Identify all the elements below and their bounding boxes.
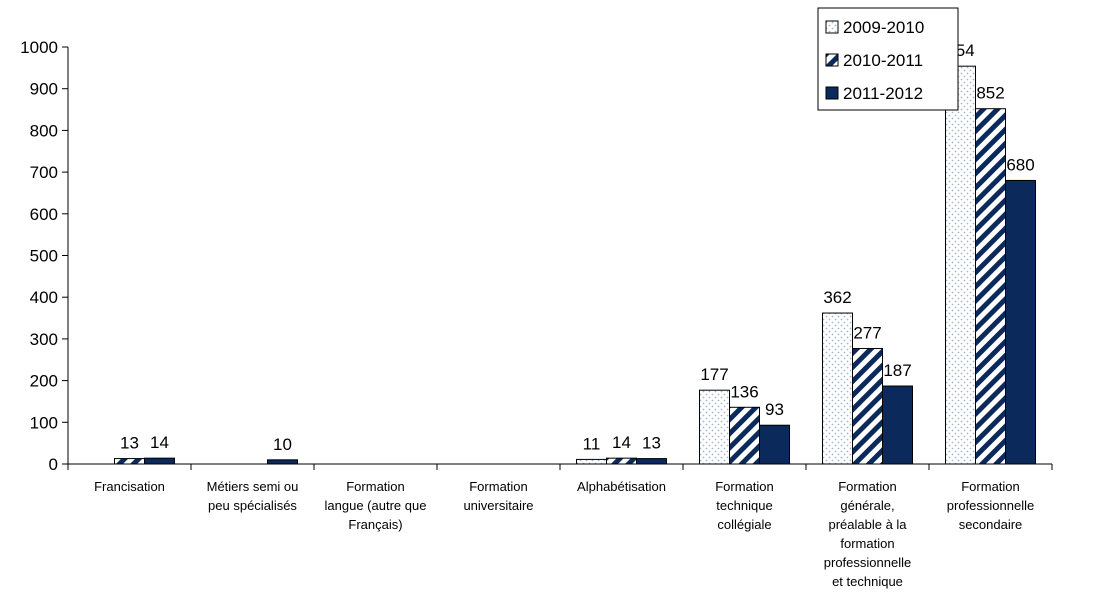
bar [144,457,175,465]
data-label: 177 [700,365,728,384]
legend-label: 2009-2010 [843,18,924,37]
legend-label: 2010-2011 [843,51,923,70]
y-tick-label: 100 [30,413,58,432]
y-tick-label: 200 [30,372,58,391]
bar [606,457,637,465]
axes: 0 100 200 300 400 500 600 700 800 900 1000 [20,38,1053,474]
x-category-label: Formation technique collégiale [715,479,774,532]
y-tick-label: 700 [30,163,58,182]
legend-swatch [825,86,839,100]
bar [945,65,976,465]
y-tick-label: 600 [30,205,58,224]
y-tick-label: 400 [30,288,58,307]
legend-swatch [825,20,839,34]
data-label: 14 [150,433,169,452]
y-tick-label: 800 [30,121,58,140]
legend-swatch [825,53,839,67]
x-category-label: Formation professionnelle secondaire [947,479,1034,532]
y-tick-label: 0 [49,455,58,474]
bar [1005,179,1036,465]
data-label: 680 [1006,155,1034,174]
bar [759,424,790,465]
data-label: 136 [730,382,758,401]
legend-box [817,7,959,111]
x-axis-labels: Francisation Métiers semi ou peu spécialis… [94,479,1034,589]
bar [114,458,145,465]
y-tick-label: 1000 [20,38,58,57]
data-label: 10 [273,435,292,454]
bar [852,347,883,465]
x-category-label: Formation universitaire [463,479,533,513]
bar [699,389,730,465]
x-category-label: Métiers semi ou peu spécialisés [207,479,299,513]
data-label: 11 [583,434,601,453]
data-label: 93 [765,400,784,419]
data-label: 13 [642,434,661,453]
bar [975,108,1006,465]
data-label: 13 [120,434,139,453]
data-label: 277 [853,323,881,342]
y-tick-label: 300 [30,330,58,349]
legend-label: 2011-2012 [843,84,923,103]
x-category-label: Francisation [94,479,165,494]
bar [576,458,607,465]
bar [267,459,298,465]
y-tick-label: 500 [30,247,58,266]
x-category-label: Formation langue (autre que Français) [325,479,427,532]
data-label: 14 [612,433,631,452]
data-label: 852 [976,84,1004,103]
x-category-label: Alphabétisation [577,479,666,494]
y-tick-label: 900 [30,80,58,99]
bars [114,65,1036,465]
x-category-label: Formation générale, préalable à la formatio… [824,479,911,589]
bar [882,385,913,465]
bar [729,406,760,465]
legend: 2009-2010 2010-2011 2011-2012 [817,7,959,111]
bar [636,458,667,465]
data-label: 187 [883,361,911,380]
bar [822,312,853,465]
data-label: 362 [823,288,851,307]
